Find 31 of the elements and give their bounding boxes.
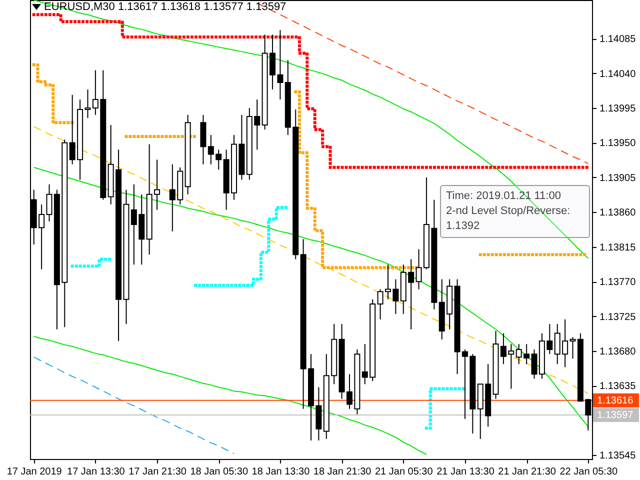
ref-line-label: 1.13616 (597, 395, 634, 406)
y-tick-label: 1.13950 (600, 138, 636, 150)
y-tick-label: 1.13905 (600, 172, 636, 184)
line-series (33, 126, 589, 394)
y-tick-label: 1.13860 (600, 208, 636, 219)
x-tick-label: 18 Jan 21:30 (313, 466, 372, 478)
y-tick-label: 1.13635 (600, 381, 636, 392)
ref-line-label: 1.13597 (597, 410, 634, 422)
y-tick-label: 1.13545 (600, 450, 636, 462)
x-tick-label: 17 Jan 13:30 (67, 466, 126, 478)
line-series (33, 0, 589, 259)
annotation: 1.1392 (446, 219, 481, 234)
x-tick-label: 18 Jan 05:30 (190, 466, 248, 478)
x-tick-label: 21 Jan 13:30 (436, 466, 495, 478)
line-series (33, 356, 235, 454)
candlestick (200, 114, 206, 165)
line-series (33, 166, 589, 428)
y-tick-label: 1.13725 (600, 312, 636, 323)
x-tick-label: 21 Jan 05:30 (374, 466, 434, 478)
line-series (33, 336, 427, 455)
y-tick-label: 1.13770 (600, 277, 636, 288)
y-tick-label: 1.13680 (600, 346, 636, 358)
x-tick-label: 21 Jan 21:30 (498, 466, 556, 478)
x-tick-label: 22 Jan 05:30 (560, 466, 618, 478)
x-tick-label: 17 Jan 2019 (6, 466, 62, 478)
y-tick-label: 1.13995 (600, 104, 636, 114)
y-tick-label: 1.14040 (600, 68, 636, 80)
x-tick-label: 17 Jan 21:30 (128, 466, 187, 478)
y-tick-label: 1.14085 (600, 34, 636, 46)
x-tick-label: 18 Jan 13:30 (252, 466, 310, 478)
y-tick-label: 1.13815 (600, 242, 636, 254)
